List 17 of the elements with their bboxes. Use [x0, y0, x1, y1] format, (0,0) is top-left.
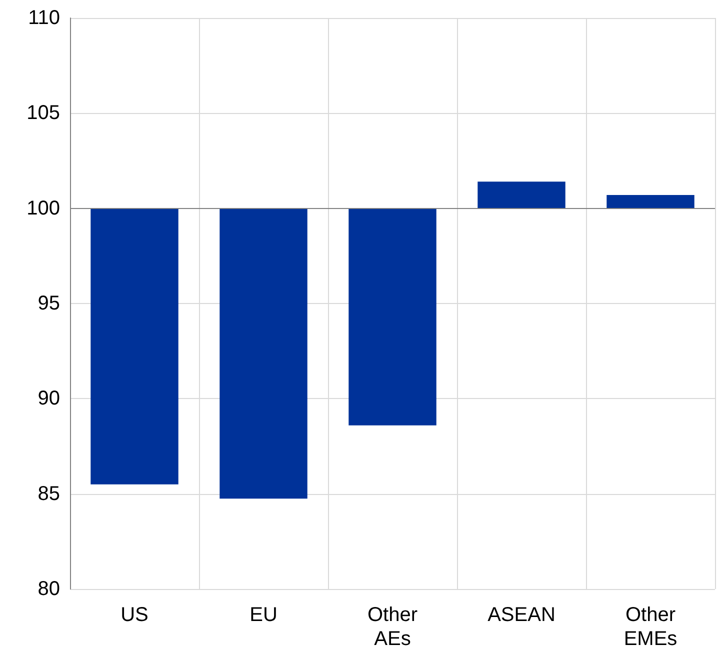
bar [90, 208, 178, 484]
x-tick-label: US [120, 604, 148, 626]
y-tick-label: 105 [26, 102, 60, 124]
y-tick-label: 85 [38, 482, 60, 505]
bar [606, 195, 694, 208]
y-tick-label: 90 [38, 388, 60, 410]
bar [220, 208, 308, 499]
x-tick-label: Other EMEs [624, 604, 678, 650]
x-tick-label: Other AEs [367, 604, 418, 650]
bar [478, 182, 566, 208]
x-tick-label: ASEAN [488, 604, 556, 626]
y-tick-label: 100 [26, 197, 60, 220]
bar [348, 208, 436, 426]
y-tick-label: 95 [38, 292, 60, 314]
y-tick-label: 110 [28, 7, 60, 29]
x-tick-label: EU [250, 604, 278, 626]
y-tick-label: 80 [38, 578, 60, 600]
